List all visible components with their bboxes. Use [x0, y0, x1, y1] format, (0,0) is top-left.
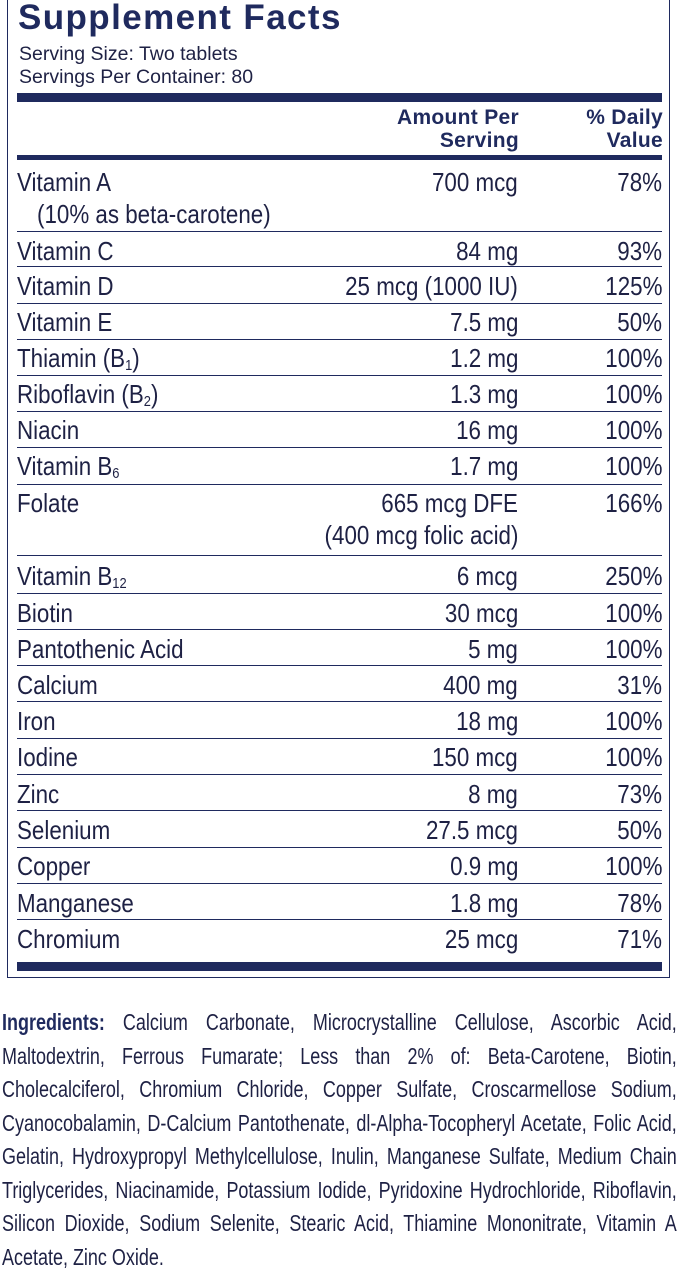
amount-per-serving: 1.8 mg [449, 888, 518, 918]
serving-size: Serving Size: Two tablets [19, 43, 238, 65]
amount-per-serving: 6 mcg [457, 561, 518, 591]
daily-value: 78% [617, 167, 662, 197]
row-divider [17, 231, 662, 232]
nutrient-name: Copper [17, 851, 91, 881]
daily-value: 100% [604, 451, 662, 481]
row-divider [17, 919, 662, 920]
row-divider [17, 266, 662, 267]
row-divider [17, 665, 662, 666]
amount-per-serving: 25 mcg (1000 IU) [345, 271, 518, 301]
daily-value: 71% [617, 924, 662, 954]
amount-per-serving: 665 mcg DFE [381, 488, 518, 518]
daily-value: 100% [604, 634, 662, 664]
amount-per-serving: 30 mcg [444, 598, 518, 628]
nutrient-name: Vitamin D [17, 271, 114, 301]
row-divider [17, 738, 662, 739]
nutrient-name: Zinc [17, 779, 60, 809]
daily-value: 166% [604, 488, 662, 518]
row-divider [17, 303, 662, 304]
nutrient-name: Niacin [17, 415, 80, 445]
amount-per-serving: 0.9 mg [449, 851, 518, 881]
row-divider [17, 447, 662, 448]
daily-value: 73% [617, 779, 662, 809]
nutrient-name: Chromium [17, 924, 121, 954]
ingredients-statement: Ingredients: Calcium Carbonate, Microcry… [2, 1006, 677, 1274]
nutrient-name: Folate [17, 488, 80, 518]
nutrient-name: Vitamin E [17, 307, 113, 337]
daily-value: 100% [604, 742, 662, 772]
amount-per-serving: 700 mcg [432, 167, 518, 197]
row-divider [17, 375, 662, 376]
nutrient-name: Riboflavin (B2) [17, 379, 159, 410]
daily-value-header: % Daily Value [586, 106, 663, 152]
amount-per-serving: 5 mg [468, 634, 518, 664]
nutrient-subscript: 6 [112, 465, 120, 482]
row-divider [17, 847, 662, 848]
ingredients-text: Calcium Carbonate, Microcrystalline Cell… [2, 1009, 677, 1270]
amount-per-serving: 1.3 mg [449, 379, 518, 409]
nutrient-subscript: 1 [125, 357, 133, 374]
supplement-facts-panel [7, 0, 670, 978]
nutrient-name: Biotin [17, 598, 73, 628]
daily-value: 125% [604, 271, 662, 301]
amount-per-serving: 1.2 mg [449, 343, 518, 373]
daily-value: 93% [617, 236, 662, 266]
nutrient-note: (10% as beta-carotene) [37, 199, 271, 229]
top-thick-rule [17, 93, 662, 102]
row-divider [17, 810, 662, 811]
nutrient-name: Vitamin B12 [17, 561, 127, 592]
daily-value: 100% [604, 415, 662, 445]
daily-value: 100% [604, 598, 662, 628]
nutrient-name: Vitamin B6 [17, 451, 120, 482]
nutrient-name: Selenium [17, 815, 111, 845]
nutrient-name: Vitamin A [17, 167, 112, 197]
amount-per-serving: 400 mg [443, 670, 518, 700]
servings-per-container: Servings Per Container: 80 [19, 66, 254, 88]
bottom-thick-rule [17, 962, 662, 971]
row-divider [17, 411, 662, 412]
nutrient-subscript: 12 [112, 575, 127, 592]
nutrient-subscript: 2 [143, 393, 151, 410]
daily-value: 100% [604, 851, 662, 881]
daily-value: 50% [617, 815, 662, 845]
nutrient-name: Vitamin C [17, 236, 114, 266]
row-divider [17, 774, 662, 775]
amount-per-serving: 27.5 mcg [426, 815, 518, 845]
nutrient-name: Manganese [17, 888, 134, 918]
nutrient-name: Iodine [17, 742, 78, 772]
amount-per-serving: 84 mg [455, 236, 518, 266]
daily-value: 78% [617, 888, 662, 918]
ingredients-label: Ingredients: [2, 1009, 105, 1035]
amount-per-serving: 8 mg [468, 779, 518, 809]
row-divider [17, 339, 662, 340]
amount-per-serving: 25 mcg [444, 924, 518, 954]
nutrient-name: Thiamin (B1) [17, 343, 140, 374]
daily-value: 31% [617, 670, 662, 700]
panel-title: Supplement Facts [18, 0, 342, 37]
row-divider [17, 484, 662, 485]
header-rule [17, 155, 662, 160]
daily-value: 50% [617, 307, 662, 337]
amount-per-serving: 18 mg [455, 706, 518, 736]
amount-note: (400 mcg folic acid) [324, 520, 518, 550]
amount-per-serving-header: Amount Per Serving [396, 106, 519, 152]
nutrient-name: Pantothenic Acid [17, 634, 184, 664]
row-divider [17, 883, 662, 884]
daily-value: 100% [604, 706, 662, 736]
amount-per-serving: 1.7 mg [449, 451, 518, 481]
row-divider [17, 555, 662, 556]
daily-value: 100% [604, 343, 662, 373]
row-divider [17, 593, 662, 594]
amount-per-serving: 150 mcg [432, 742, 518, 772]
row-divider [17, 629, 662, 630]
nutrient-name: Calcium [17, 670, 98, 700]
amount-per-serving: 16 mg [455, 415, 518, 445]
amount-per-serving: 7.5 mg [449, 307, 518, 337]
daily-value: 250% [604, 561, 662, 591]
nutrient-name: Iron [17, 706, 56, 736]
row-divider [17, 701, 662, 702]
daily-value: 100% [604, 379, 662, 409]
